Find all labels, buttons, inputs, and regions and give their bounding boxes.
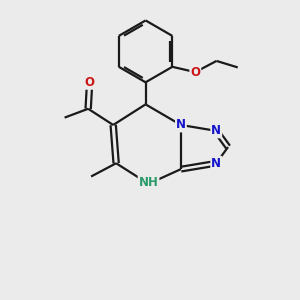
Text: N: N — [176, 118, 186, 131]
Text: N: N — [211, 124, 221, 137]
Text: O: O — [190, 66, 200, 79]
Text: NH: NH — [139, 176, 158, 189]
Text: N: N — [211, 157, 221, 170]
Text: O: O — [85, 76, 94, 89]
